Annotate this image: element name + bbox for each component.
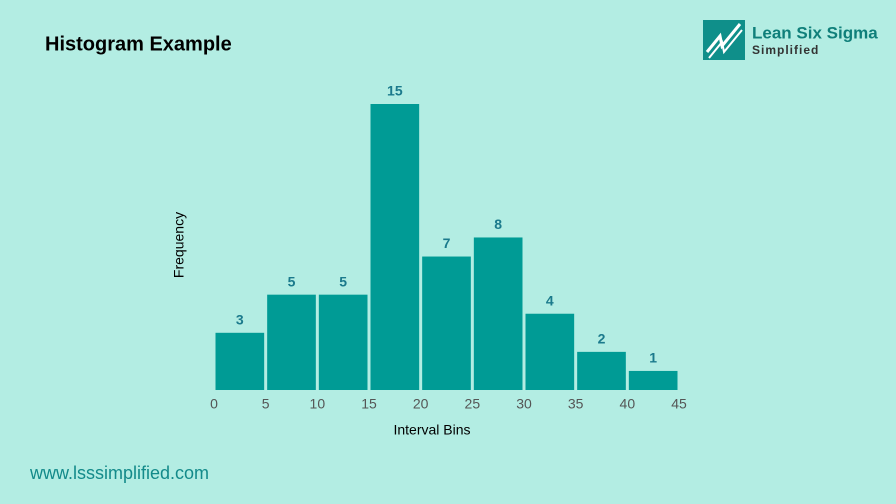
logo-name: Lean Six Sigma bbox=[752, 23, 878, 42]
bar bbox=[422, 256, 471, 390]
bar bbox=[370, 104, 420, 390]
bar bbox=[577, 351, 626, 390]
value-label: 4 bbox=[546, 292, 554, 308]
bar bbox=[267, 294, 316, 390]
bar bbox=[215, 332, 265, 390]
logo: Lean Six Sigma Simplified bbox=[703, 20, 878, 60]
x-tick-label: 35 bbox=[568, 396, 584, 412]
bar bbox=[318, 294, 368, 390]
logo-line bbox=[708, 29, 743, 59]
logo-tagline: Simplified bbox=[752, 43, 819, 57]
x-tick-label: 5 bbox=[262, 396, 270, 412]
value-label: 5 bbox=[339, 273, 347, 289]
bar bbox=[525, 313, 575, 390]
value-label: 2 bbox=[598, 331, 606, 347]
chart-title: Histogram Example bbox=[45, 33, 232, 55]
x-tick-label: 25 bbox=[465, 396, 481, 412]
x-tick-label: 40 bbox=[620, 396, 636, 412]
value-label: 8 bbox=[494, 216, 502, 232]
value-label: 15 bbox=[387, 83, 403, 99]
value-label: 1 bbox=[649, 350, 657, 366]
bar bbox=[473, 237, 523, 390]
x-tick-label: 15 bbox=[361, 396, 377, 412]
value-label: 5 bbox=[288, 273, 296, 289]
value-label: 7 bbox=[443, 235, 451, 251]
x-tick-label: 45 bbox=[671, 396, 687, 412]
footer-url: www.lsssimplified.com bbox=[29, 463, 209, 483]
x-tick-label: 20 bbox=[413, 396, 429, 412]
logo-line bbox=[705, 23, 742, 53]
x-tick-label: 30 bbox=[516, 396, 532, 412]
x-axis-label: Interval Bins bbox=[393, 422, 470, 438]
x-tick-label: 10 bbox=[310, 396, 326, 412]
bar bbox=[628, 370, 678, 390]
y-axis-label: Frequency bbox=[171, 212, 187, 278]
x-tick-label: 0 bbox=[210, 396, 218, 412]
value-label: 3 bbox=[236, 312, 244, 328]
